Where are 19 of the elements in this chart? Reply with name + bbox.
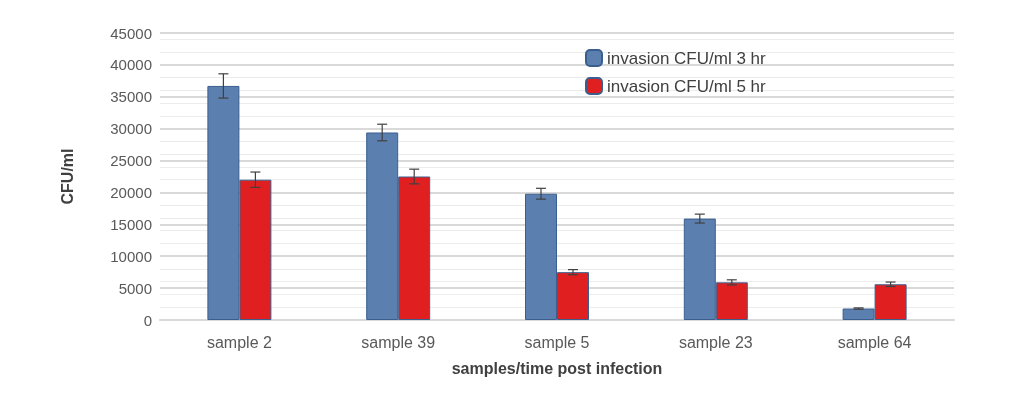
y-axis-title: CFU/ml	[58, 148, 76, 205]
y-tick-label: 25000	[110, 152, 152, 170]
x-tick-label: sample 64	[837, 333, 912, 351]
x-tick-label: sample 2	[206, 333, 272, 351]
y-tick-label: 15000	[110, 215, 152, 233]
y-tick-label: 20000	[110, 183, 152, 201]
y-tick-label: 0	[143, 311, 152, 329]
x-tick-label: sample 23	[678, 333, 753, 351]
y-tick-label: 10000	[110, 247, 152, 265]
legend-label: invasion CFU/ml 3 hr	[607, 48, 767, 68]
y-tick-label: 40000	[110, 56, 152, 74]
y-tick-label: 5000	[118, 279, 152, 297]
y-tick-label: 45000	[110, 24, 152, 42]
y-tick-label: 30000	[110, 120, 152, 138]
x-tick-label: sample 39	[361, 333, 436, 351]
y-tick-label: 35000	[110, 88, 152, 106]
x-axis-title: samples/time post infection	[451, 359, 663, 377]
legend-label: invasion CFU/ml 5 hr	[607, 76, 767, 96]
x-tick-label: sample 5	[524, 333, 590, 351]
